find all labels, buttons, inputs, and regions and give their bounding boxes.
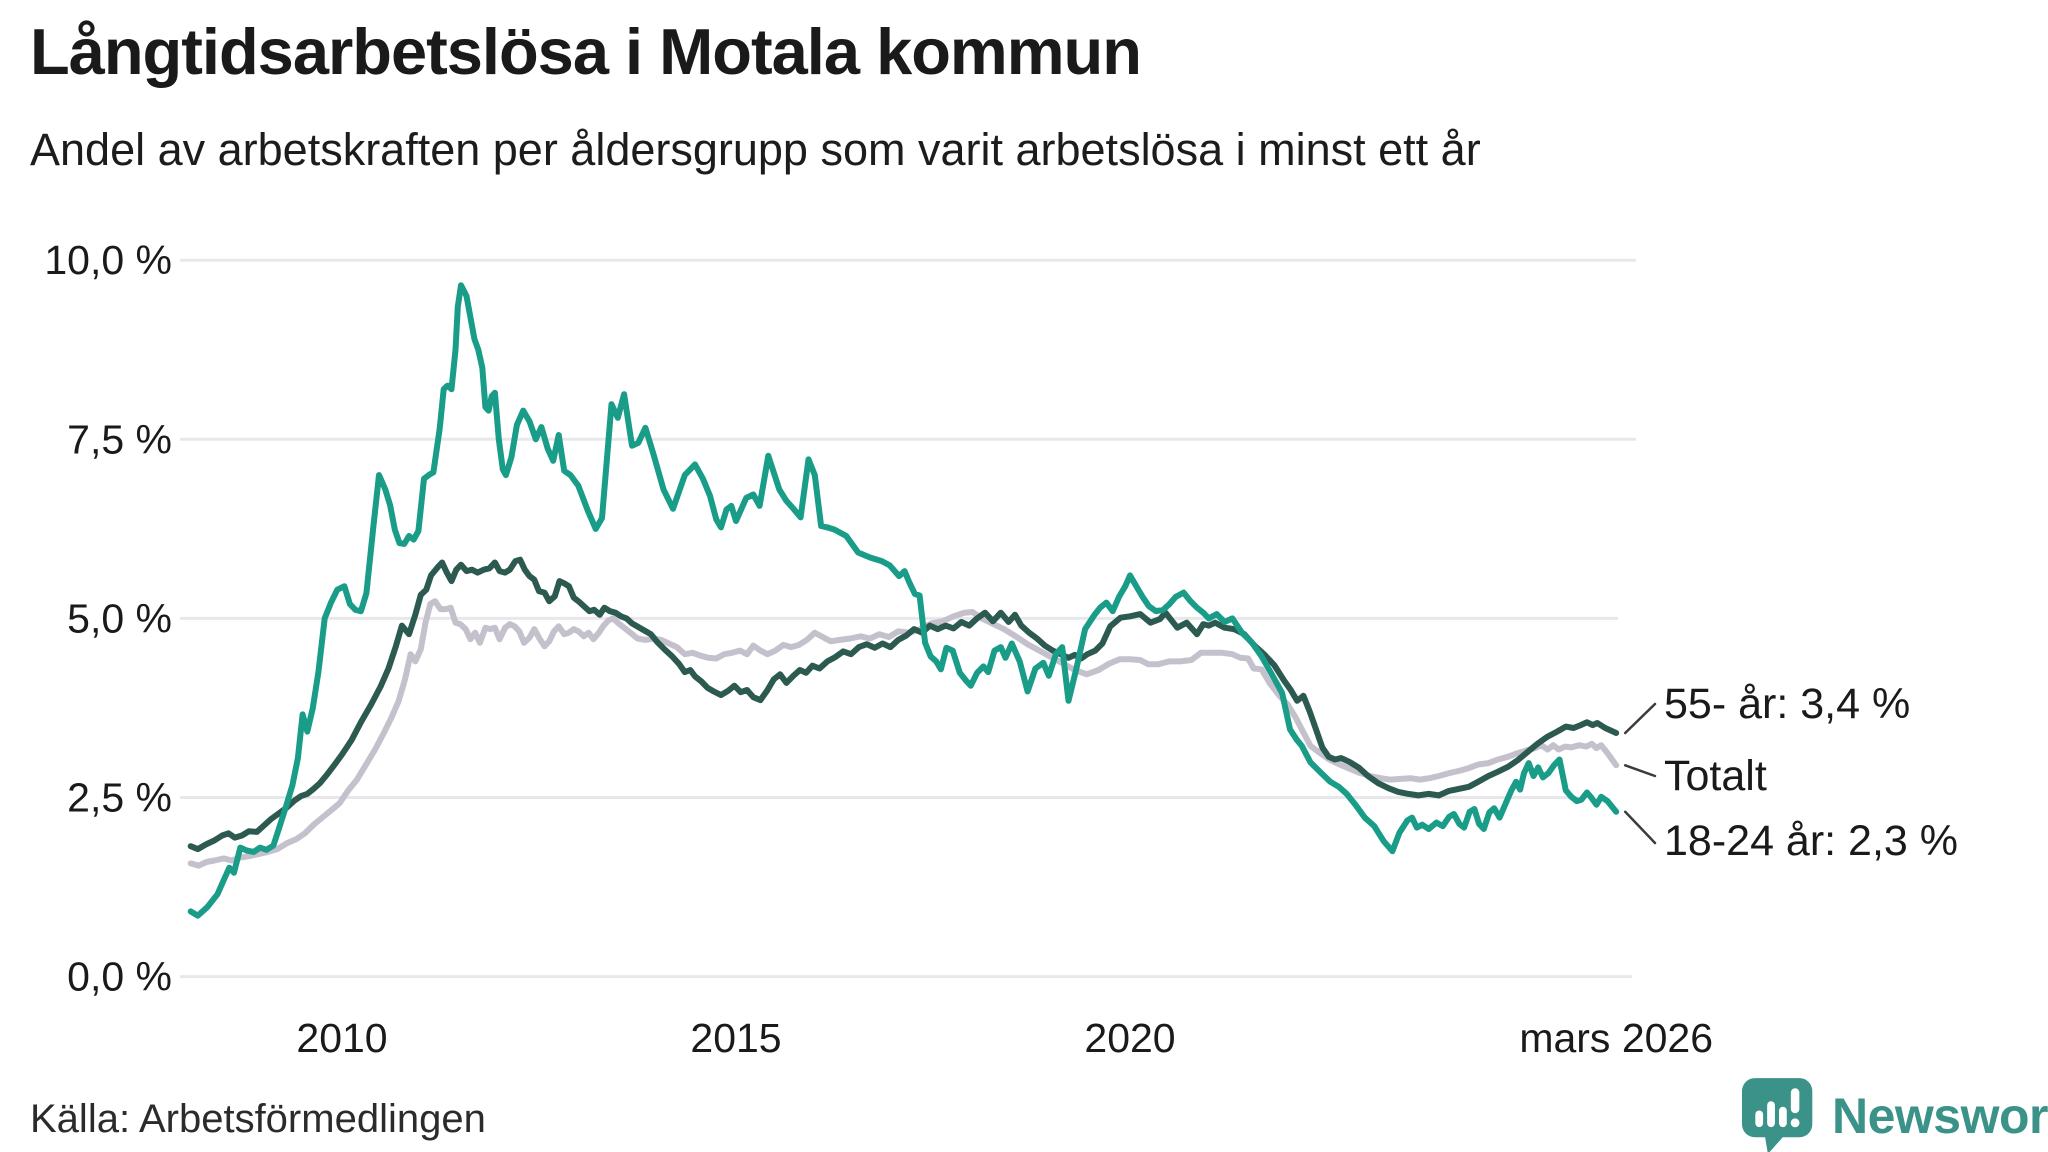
series-line-1824 xyxy=(187,282,1620,919)
label-leader-line-1824 xyxy=(1623,810,1657,845)
y-axis-tick-label: 2,5 % xyxy=(67,775,172,821)
source-note: Källa: Arbetsförmedlingen xyxy=(30,1097,486,1141)
x-axis-tick-label: mars 2026 xyxy=(1519,1015,1713,1061)
newsworthy-logo-icon xyxy=(1742,1078,1813,1152)
y-axis-tick-label: 10,0 % xyxy=(44,237,172,283)
label-leader-line-55 xyxy=(1623,702,1657,735)
y-axis-tick-label: 5,0 % xyxy=(67,595,172,641)
x-axis-tick-label: 2010 xyxy=(296,1015,387,1061)
x-axis-tick-label: 2015 xyxy=(690,1015,781,1061)
chart-title: Långtidsarbetslösa i Motala kommun xyxy=(30,15,1142,88)
series-end-label-18-24: 18-24 år: 2,3 % xyxy=(1664,817,1959,865)
newsworthy-logo: Newsworthy xyxy=(1742,1078,2048,1152)
label-leader-line-totalt xyxy=(1623,764,1657,778)
y-axis-tick-label: 7,5 % xyxy=(67,416,172,462)
series-line-55 xyxy=(187,556,1620,853)
newsworthy-logo-text: Newsworthy xyxy=(1832,1088,2048,1144)
series-end-label-totalt: Totalt xyxy=(1664,752,1767,800)
series-end-label-55: 55- år: 3,4 % xyxy=(1664,680,1911,728)
x-axis-tick-label: 2020 xyxy=(1084,1015,1175,1061)
chart-subtitle: Andel av arbetskraften per åldersgrupp s… xyxy=(30,124,1481,175)
y-axis-tick-label: 0,0 % xyxy=(67,954,172,1000)
